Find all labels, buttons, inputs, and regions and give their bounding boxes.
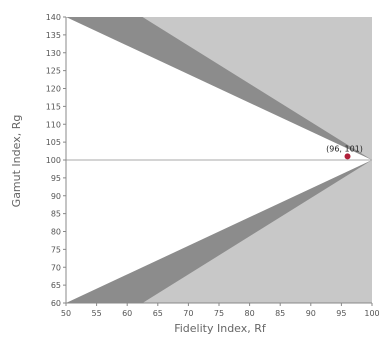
x-tick-label: 65 bbox=[153, 309, 163, 318]
y-tick-labels: 60 65 70 75 80 85 90 95 100 105 110 115 120 125 130 135… bbox=[46, 13, 66, 308]
y-tick-label: 80 bbox=[51, 228, 61, 237]
y-tick-label: 95 bbox=[51, 174, 61, 183]
x-tick-label: 75 bbox=[214, 309, 224, 318]
y-tick-label: 110 bbox=[46, 120, 61, 129]
data-point-label: (96, 101) bbox=[326, 144, 363, 153]
y-tick-label: 120 bbox=[46, 85, 61, 94]
y-tick-label: 130 bbox=[46, 49, 61, 58]
x-tick-label: 55 bbox=[92, 309, 102, 318]
x-tick-label: 95 bbox=[336, 309, 346, 318]
y-tick-label: 105 bbox=[46, 138, 61, 147]
x-axis-label: Fidelity Index, Rf bbox=[174, 322, 267, 335]
y-tick-label: 65 bbox=[51, 281, 61, 290]
y-tick-label: 85 bbox=[51, 210, 61, 219]
x-tick-label: 80 bbox=[245, 309, 255, 318]
y-tick-label: 70 bbox=[51, 263, 61, 272]
x-tick-label: 85 bbox=[275, 309, 285, 318]
y-tick-label: 90 bbox=[51, 192, 61, 201]
y-tick-label: 140 bbox=[46, 13, 61, 22]
y-tick-label: 115 bbox=[46, 102, 61, 111]
data-point bbox=[344, 153, 351, 160]
x-tick-label: 50 bbox=[61, 309, 71, 318]
x-tick-label: 60 bbox=[122, 309, 132, 318]
y-tick-label: 60 bbox=[51, 299, 61, 308]
x-tick-label: 70 bbox=[183, 309, 193, 318]
y-tick-label: 135 bbox=[46, 31, 61, 40]
x-tick-labels: 50 55 60 65 70 75 80 85 90 95 100 bbox=[61, 303, 380, 318]
data-points: (96, 101) bbox=[326, 144, 363, 160]
y-tick-label: 100 bbox=[46, 156, 61, 165]
y-tick-label: 75 bbox=[51, 245, 61, 254]
x-tick-label: 90 bbox=[306, 309, 316, 318]
y-tick-label: 125 bbox=[46, 67, 61, 76]
x-tick-label: 100 bbox=[364, 309, 379, 318]
y-axis-label: Gamut Index, Rg bbox=[10, 115, 23, 208]
